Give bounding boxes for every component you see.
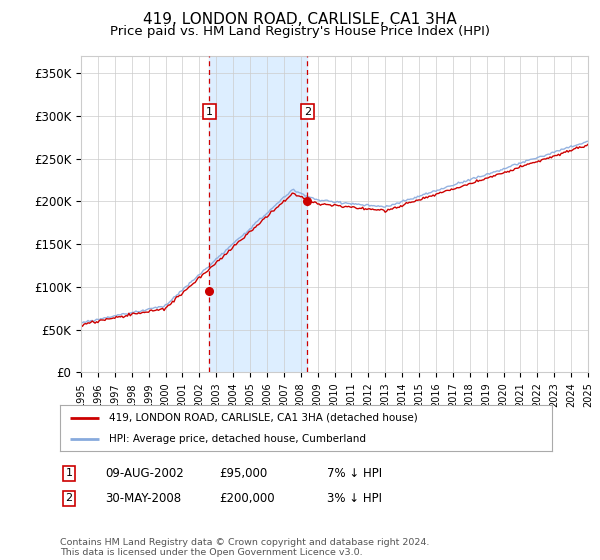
Text: 7% ↓ HPI: 7% ↓ HPI	[327, 466, 382, 480]
Text: 1: 1	[206, 106, 213, 116]
Text: Contains HM Land Registry data © Crown copyright and database right 2024.
This d: Contains HM Land Registry data © Crown c…	[60, 538, 430, 557]
Text: 30-MAY-2008: 30-MAY-2008	[105, 492, 181, 505]
Text: 1: 1	[65, 468, 73, 478]
Text: £200,000: £200,000	[219, 492, 275, 505]
Text: 419, LONDON ROAD, CARLISLE, CA1 3HA: 419, LONDON ROAD, CARLISLE, CA1 3HA	[143, 12, 457, 27]
Bar	[209, 56, 307, 372]
Text: Price paid vs. HM Land Registry's House Price Index (HPI): Price paid vs. HM Land Registry's House …	[110, 25, 490, 38]
Text: 2: 2	[65, 493, 73, 503]
Text: 3% ↓ HPI: 3% ↓ HPI	[327, 492, 382, 505]
Text: 2: 2	[304, 106, 311, 116]
Text: 09-AUG-2002: 09-AUG-2002	[105, 466, 184, 480]
Text: £95,000: £95,000	[219, 466, 267, 480]
Text: HPI: Average price, detached house, Cumberland: HPI: Average price, detached house, Cumb…	[109, 435, 366, 444]
Text: 419, LONDON ROAD, CARLISLE, CA1 3HA (detached house): 419, LONDON ROAD, CARLISLE, CA1 3HA (det…	[109, 413, 418, 423]
